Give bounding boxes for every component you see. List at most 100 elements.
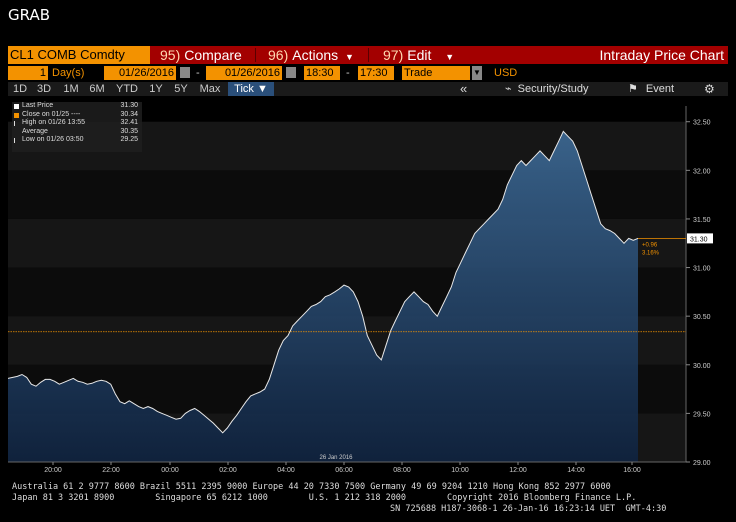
legend-swatch bbox=[14, 130, 19, 135]
y-axis: 29.00 29.50 30.00 30.50 31.00 31.50 32.00 32.50 bbox=[685, 106, 711, 467]
footer-phones-line2: Japan 81 3 3201 8900 Singapore 65 6212 1… bbox=[12, 493, 637, 503]
chart-line-icon: ⌁ bbox=[505, 83, 512, 95]
y-tick-label: 32.00 bbox=[693, 168, 711, 175]
last-price-tag-text: 31.30 bbox=[690, 236, 708, 243]
legend-swatch bbox=[14, 104, 19, 109]
currency-label: USD bbox=[494, 67, 518, 79]
range-dash: - bbox=[196, 67, 200, 79]
legend-low: Low on 01/26 03:50 29.25 bbox=[12, 136, 142, 145]
change-pct: 3.16% bbox=[642, 250, 660, 256]
edit-chevron-down-icon: ▼ bbox=[445, 52, 455, 62]
legend-label: Average bbox=[22, 127, 48, 135]
period-count-field[interactable]: 1 bbox=[8, 66, 48, 80]
legend-swatch bbox=[14, 121, 20, 126]
ticker-field[interactable]: CL1 COMB Comdty bbox=[8, 46, 150, 64]
tab-1d[interactable]: 1D bbox=[12, 83, 28, 95]
tab-1y[interactable]: 1Y bbox=[149, 83, 163, 95]
tab-3d[interactable]: 3D bbox=[36, 83, 52, 95]
x-tick-label: 22:00 bbox=[102, 467, 120, 474]
tab-5y[interactable]: 5Y bbox=[174, 83, 188, 95]
price-area-fill bbox=[8, 131, 638, 462]
x-date-label: 26 Jan 2016 bbox=[319, 455, 353, 461]
tab-6m[interactable]: 6M bbox=[89, 83, 105, 95]
flag-icon: ⚑ bbox=[628, 83, 638, 95]
footer-phones-line1: Australia 61 2 9777 8600 Brazil 5511 239… bbox=[12, 482, 611, 492]
legend-value: 30.35 bbox=[120, 127, 138, 135]
calendar-icon[interactable] bbox=[286, 67, 296, 78]
legend-value: 29.25 bbox=[120, 136, 138, 143]
x-tick-label: 00:00 bbox=[161, 467, 179, 474]
range-tabs-bar bbox=[8, 82, 728, 96]
y-tick-label: 29.50 bbox=[693, 411, 711, 418]
actions-chevron-down-icon: ▼ bbox=[345, 52, 354, 62]
x-tick-label: 08:00 bbox=[393, 467, 411, 474]
end-date-field[interactable]: 01/26/2016 bbox=[206, 66, 282, 80]
back-button[interactable]: « bbox=[460, 81, 468, 96]
calendar-icon[interactable] bbox=[180, 67, 190, 78]
x-tick-label: 12:00 bbox=[509, 467, 527, 474]
start-date-field[interactable]: 01/26/2016 bbox=[104, 66, 176, 80]
event-label: Event bbox=[645, 83, 675, 95]
chart-type-title: Intraday Price Chart bbox=[599, 47, 725, 63]
x-tick-label: 20:00 bbox=[44, 467, 62, 474]
x-tick-label: 04:00 bbox=[277, 467, 295, 474]
compare-button[interactable]: 95) Compare bbox=[160, 46, 242, 64]
legend-label: High on 01/26 13:55 bbox=[22, 119, 86, 126]
y-tick-label: 31.50 bbox=[693, 217, 711, 224]
y-tick-label: 32.50 bbox=[693, 120, 711, 127]
legend-swatch bbox=[14, 138, 20, 143]
security-study-button[interactable]: ⌁ Security/Study bbox=[505, 82, 589, 96]
end-time-field[interactable]: 17:30 bbox=[358, 66, 394, 80]
window-title: GRAB bbox=[8, 6, 50, 24]
actions-num: 96) bbox=[268, 47, 289, 63]
event-type-chevron-down-icon[interactable]: ▼ bbox=[472, 66, 482, 80]
legend-label: Close on 01/25 ---- bbox=[22, 110, 81, 118]
tab-max[interactable]: Max bbox=[199, 83, 221, 95]
legend-close: Close on 01/25 ---- 30.34 bbox=[12, 111, 142, 120]
y-tick-label: 30.50 bbox=[693, 314, 711, 321]
edit-num: 97) bbox=[383, 47, 404, 63]
tab-ytd[interactable]: YTD bbox=[116, 83, 138, 95]
footer-session-line: SN 725688 H187-3068-1 26-Jan-16 16:23:14… bbox=[390, 504, 667, 514]
actions-button[interactable]: 96) Actions ▼ bbox=[268, 46, 354, 64]
actions-label: Actions bbox=[292, 47, 339, 63]
legend-average: Average 30.35 bbox=[12, 128, 142, 137]
legend-label: Last Price bbox=[22, 102, 54, 109]
y-tick-label: 30.00 bbox=[693, 363, 711, 370]
legend-label: Low on 01/26 03:50 bbox=[22, 136, 84, 143]
price-area bbox=[8, 130, 639, 462]
edit-button[interactable]: 97) Edit ▼ bbox=[383, 46, 454, 64]
legend: Last Price 31.30 Close on 01/25 ---- 30.34… bbox=[12, 102, 142, 152]
price-chart: 29.00 29.50 30.00 30.50 31.00 31.50 32.00 32.50… bbox=[8, 98, 728, 478]
price-line bbox=[8, 130, 639, 434]
event-button[interactable]: ⚑ Event bbox=[628, 82, 674, 96]
event-type-select[interactable]: Trade bbox=[402, 66, 470, 80]
security-study-label: Security/Study bbox=[517, 83, 589, 95]
compare-label: Compare bbox=[184, 47, 242, 63]
price-tags: 31.30 +0.96 3.16% bbox=[638, 233, 713, 256]
legend-value: 31.30 bbox=[120, 102, 138, 109]
last-price-tag bbox=[687, 233, 713, 244]
edit-label: Edit bbox=[407, 47, 432, 63]
x-tick-label: 10:00 bbox=[451, 467, 469, 474]
change-abs: +0.96 bbox=[642, 242, 658, 248]
y-tick-label: 31.00 bbox=[693, 266, 711, 273]
legend-last-price: Last Price 31.30 bbox=[12, 102, 142, 111]
x-tick-label: 14:00 bbox=[567, 467, 585, 474]
tab-1m[interactable]: 1M bbox=[63, 83, 79, 95]
compare-num: 95) bbox=[160, 47, 181, 63]
y-tick-label: 29.00 bbox=[693, 460, 711, 467]
x-tick-label: 16:00 bbox=[623, 467, 641, 474]
time-dash: - bbox=[346, 67, 350, 79]
gear-icon[interactable]: ⚙ bbox=[704, 82, 715, 96]
period-unit-label: Day(s) bbox=[52, 67, 85, 79]
toolbar-divider bbox=[255, 48, 256, 62]
legend-value: 30.34 bbox=[120, 110, 138, 118]
tick-selector[interactable]: Tick ▼ bbox=[228, 82, 274, 96]
x-tick-label: 06:00 bbox=[335, 467, 353, 474]
legend-value: 32.41 bbox=[120, 119, 138, 126]
start-time-field[interactable]: 18:30 bbox=[304, 66, 340, 80]
x-tick-label: 02:00 bbox=[219, 467, 237, 474]
toolbar-divider bbox=[368, 48, 369, 62]
legend-high: High on 01/26 13:55 32.41 bbox=[12, 119, 142, 128]
